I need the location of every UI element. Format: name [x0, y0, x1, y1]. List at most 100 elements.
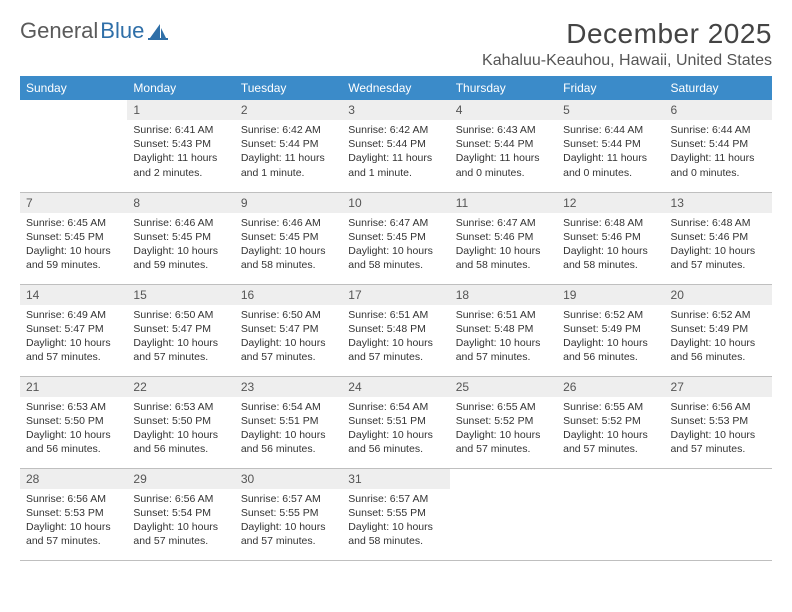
- day-details: Sunrise: 6:42 AMSunset: 5:44 PMDaylight:…: [235, 120, 342, 186]
- calendar-row: 14Sunrise: 6:49 AMSunset: 5:47 PMDayligh…: [20, 284, 772, 376]
- sunset-line: Sunset: 5:48 PM: [348, 322, 443, 336]
- daylight-line: Daylight: 10 hours and 56 minutes.: [563, 336, 658, 364]
- daylight-line: Daylight: 10 hours and 57 minutes.: [26, 336, 121, 364]
- day-details: Sunrise: 6:51 AMSunset: 5:48 PMDaylight:…: [342, 305, 449, 371]
- calendar-cell: 17Sunrise: 6:51 AMSunset: 5:48 PMDayligh…: [342, 284, 449, 376]
- day-details: Sunrise: 6:48 AMSunset: 5:46 PMDaylight:…: [665, 213, 772, 279]
- daylight-line: Daylight: 10 hours and 56 minutes.: [26, 428, 121, 456]
- calendar-body: 1Sunrise: 6:41 AMSunset: 5:43 PMDaylight…: [20, 100, 772, 560]
- day-details: Sunrise: 6:47 AMSunset: 5:45 PMDaylight:…: [342, 213, 449, 279]
- sunrise-line: Sunrise: 6:51 AM: [456, 308, 551, 322]
- sunrise-line: Sunrise: 6:44 AM: [671, 123, 766, 137]
- page-header: GeneralBlue December 2025 Kahaluu-Keauho…: [20, 18, 772, 70]
- sunrise-line: Sunrise: 6:53 AM: [26, 400, 121, 414]
- weekday-header: Friday: [557, 76, 664, 100]
- sunrise-line: Sunrise: 6:56 AM: [671, 400, 766, 414]
- calendar-cell: 27Sunrise: 6:56 AMSunset: 5:53 PMDayligh…: [665, 376, 772, 468]
- day-details: Sunrise: 6:55 AMSunset: 5:52 PMDaylight:…: [450, 397, 557, 463]
- sunset-line: Sunset: 5:48 PM: [456, 322, 551, 336]
- daylight-line: Daylight: 10 hours and 56 minutes.: [241, 428, 336, 456]
- sunrise-line: Sunrise: 6:47 AM: [456, 216, 551, 230]
- weekday-header: Sunday: [20, 76, 127, 100]
- day-details: Sunrise: 6:52 AMSunset: 5:49 PMDaylight:…: [665, 305, 772, 371]
- sunrise-line: Sunrise: 6:45 AM: [26, 216, 121, 230]
- calendar-cell: 20Sunrise: 6:52 AMSunset: 5:49 PMDayligh…: [665, 284, 772, 376]
- daylight-line: Daylight: 10 hours and 59 minutes.: [26, 244, 121, 272]
- sunset-line: Sunset: 5:46 PM: [563, 230, 658, 244]
- calendar-cell: 26Sunrise: 6:55 AMSunset: 5:52 PMDayligh…: [557, 376, 664, 468]
- weekday-header: Wednesday: [342, 76, 449, 100]
- day-number: 10: [342, 193, 449, 213]
- calendar-cell: 11Sunrise: 6:47 AMSunset: 5:46 PMDayligh…: [450, 192, 557, 284]
- sunrise-line: Sunrise: 6:54 AM: [348, 400, 443, 414]
- sunrise-line: Sunrise: 6:50 AM: [133, 308, 228, 322]
- day-details: Sunrise: 6:46 AMSunset: 5:45 PMDaylight:…: [127, 213, 234, 279]
- location-subtitle: Kahaluu-Keauhou, Hawaii, United States: [482, 52, 772, 70]
- calendar-cell: 13Sunrise: 6:48 AMSunset: 5:46 PMDayligh…: [665, 192, 772, 284]
- daylight-line: Daylight: 11 hours and 1 minute.: [348, 151, 443, 179]
- daylight-line: Daylight: 10 hours and 57 minutes.: [456, 428, 551, 456]
- day-number: 17: [342, 285, 449, 305]
- calendar-cell: 6Sunrise: 6:44 AMSunset: 5:44 PMDaylight…: [665, 100, 772, 192]
- daylight-line: Daylight: 10 hours and 57 minutes.: [348, 336, 443, 364]
- calendar-row: 7Sunrise: 6:45 AMSunset: 5:45 PMDaylight…: [20, 192, 772, 284]
- sunset-line: Sunset: 5:55 PM: [348, 506, 443, 520]
- sunrise-line: Sunrise: 6:55 AM: [563, 400, 658, 414]
- sunrise-line: Sunrise: 6:46 AM: [241, 216, 336, 230]
- logo-sail-icon: [148, 22, 168, 40]
- title-block: December 2025 Kahaluu-Keauhou, Hawaii, U…: [482, 18, 772, 70]
- day-number: 12: [557, 193, 664, 213]
- sunset-line: Sunset: 5:45 PM: [133, 230, 228, 244]
- sunset-line: Sunset: 5:50 PM: [133, 414, 228, 428]
- daylight-line: Daylight: 11 hours and 2 minutes.: [133, 151, 228, 179]
- daylight-line: Daylight: 10 hours and 57 minutes.: [133, 336, 228, 364]
- daylight-line: Daylight: 10 hours and 57 minutes.: [671, 244, 766, 272]
- day-details: Sunrise: 6:56 AMSunset: 5:53 PMDaylight:…: [665, 397, 772, 463]
- calendar-cell: 14Sunrise: 6:49 AMSunset: 5:47 PMDayligh…: [20, 284, 127, 376]
- daylight-line: Daylight: 10 hours and 57 minutes.: [133, 520, 228, 548]
- day-number: 11: [450, 193, 557, 213]
- sunset-line: Sunset: 5:46 PM: [671, 230, 766, 244]
- day-number: 1: [127, 100, 234, 120]
- logo-word-1: General: [20, 18, 98, 44]
- day-details: Sunrise: 6:42 AMSunset: 5:44 PMDaylight:…: [342, 120, 449, 186]
- day-details: Sunrise: 6:50 AMSunset: 5:47 PMDaylight:…: [127, 305, 234, 371]
- calendar-cell: 25Sunrise: 6:55 AMSunset: 5:52 PMDayligh…: [450, 376, 557, 468]
- daylight-line: Daylight: 10 hours and 56 minutes.: [671, 336, 766, 364]
- sunset-line: Sunset: 5:45 PM: [26, 230, 121, 244]
- sunset-line: Sunset: 5:45 PM: [348, 230, 443, 244]
- day-details: Sunrise: 6:54 AMSunset: 5:51 PMDaylight:…: [342, 397, 449, 463]
- sunset-line: Sunset: 5:49 PM: [671, 322, 766, 336]
- logo: GeneralBlue: [20, 18, 168, 44]
- weekday-header: Tuesday: [235, 76, 342, 100]
- day-number: 7: [20, 193, 127, 213]
- sunset-line: Sunset: 5:55 PM: [241, 506, 336, 520]
- sunset-line: Sunset: 5:44 PM: [241, 137, 336, 151]
- calendar-cell: 9Sunrise: 6:46 AMSunset: 5:45 PMDaylight…: [235, 192, 342, 284]
- day-number: 26: [557, 377, 664, 397]
- sunrise-line: Sunrise: 6:44 AM: [563, 123, 658, 137]
- calendar-cell: 22Sunrise: 6:53 AMSunset: 5:50 PMDayligh…: [127, 376, 234, 468]
- daylight-line: Daylight: 10 hours and 57 minutes.: [456, 336, 551, 364]
- daylight-line: Daylight: 10 hours and 57 minutes.: [26, 520, 121, 548]
- calendar-cell: 23Sunrise: 6:54 AMSunset: 5:51 PMDayligh…: [235, 376, 342, 468]
- sunset-line: Sunset: 5:53 PM: [671, 414, 766, 428]
- sunrise-line: Sunrise: 6:48 AM: [563, 216, 658, 230]
- calendar-cell: [557, 468, 664, 560]
- day-details: Sunrise: 6:55 AMSunset: 5:52 PMDaylight:…: [557, 397, 664, 463]
- day-number: 23: [235, 377, 342, 397]
- calendar-cell: 1Sunrise: 6:41 AMSunset: 5:43 PMDaylight…: [127, 100, 234, 192]
- sunset-line: Sunset: 5:52 PM: [456, 414, 551, 428]
- calendar-cell: 19Sunrise: 6:52 AMSunset: 5:49 PMDayligh…: [557, 284, 664, 376]
- day-details: Sunrise: 6:52 AMSunset: 5:49 PMDaylight:…: [557, 305, 664, 371]
- day-details: Sunrise: 6:53 AMSunset: 5:50 PMDaylight:…: [20, 397, 127, 463]
- sunrise-line: Sunrise: 6:52 AM: [671, 308, 766, 322]
- sunrise-line: Sunrise: 6:53 AM: [133, 400, 228, 414]
- daylight-line: Daylight: 10 hours and 56 minutes.: [348, 428, 443, 456]
- day-details: Sunrise: 6:56 AMSunset: 5:54 PMDaylight:…: [127, 489, 234, 555]
- calendar-cell: 16Sunrise: 6:50 AMSunset: 5:47 PMDayligh…: [235, 284, 342, 376]
- calendar-row: 1Sunrise: 6:41 AMSunset: 5:43 PMDaylight…: [20, 100, 772, 192]
- calendar-cell: 31Sunrise: 6:57 AMSunset: 5:55 PMDayligh…: [342, 468, 449, 560]
- day-details: Sunrise: 6:56 AMSunset: 5:53 PMDaylight:…: [20, 489, 127, 555]
- day-number: 9: [235, 193, 342, 213]
